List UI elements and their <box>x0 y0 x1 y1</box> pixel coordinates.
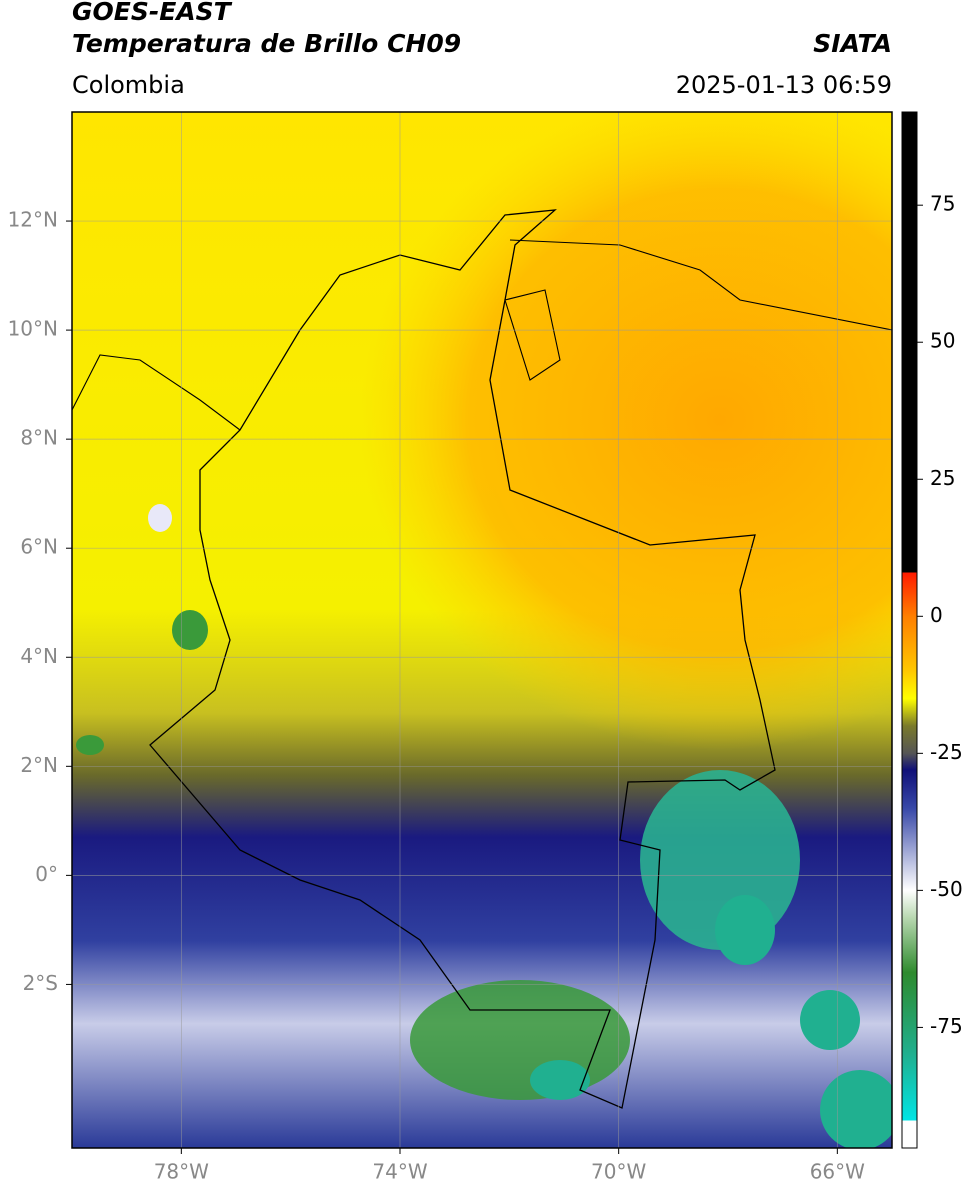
y-tick-label: 8°N <box>20 426 58 450</box>
colorbar <box>901 111 918 1149</box>
x-tick-label: 78°W <box>154 1160 209 1184</box>
title: GOES-EAST <box>72 0 233 26</box>
datetime: 2025-01-13 06:59 <box>676 71 892 99</box>
colorbar-tick-label: -25 <box>930 740 963 764</box>
x-tick-label: 66°W <box>810 1160 865 1184</box>
y-tick-label: 2°S <box>23 971 58 995</box>
region: Colombia <box>72 71 185 99</box>
colorbar-tick-label: 25 <box>930 466 955 490</box>
colorbar-tick-label: 0 <box>930 603 943 627</box>
y-tick-label: 0° <box>35 862 58 886</box>
x-tick-label: 70°W <box>591 1160 646 1184</box>
subtitle: Temperatura de Brillo CH09 <box>72 29 461 58</box>
source: SIATA <box>813 29 892 58</box>
y-tick-label: 12°N <box>8 208 58 232</box>
colorbar-tick-label: 50 <box>930 329 955 353</box>
y-tick-label: 10°N <box>8 317 58 341</box>
y-tick-label: 6°N <box>20 535 58 559</box>
x-tick-label: 74°W <box>372 1160 427 1184</box>
y-tick-label: 2°N <box>20 753 58 777</box>
colorbar-tick-label: -50 <box>930 877 963 901</box>
map-frame <box>71 111 893 1149</box>
colorbar-tick-label: 75 <box>930 192 955 216</box>
y-tick-label: 4°N <box>20 644 58 668</box>
satellite-image <box>72 112 892 1148</box>
colorbar-tick-label: -75 <box>930 1014 963 1038</box>
